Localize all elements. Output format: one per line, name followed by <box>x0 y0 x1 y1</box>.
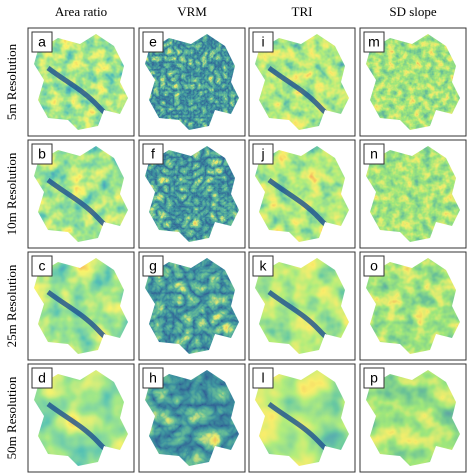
panel-letter: g <box>149 258 157 274</box>
panel-letter: j <box>260 146 264 162</box>
panel-letter: a <box>38 34 46 50</box>
map-panel: k <box>248 251 356 361</box>
letter-box <box>31 31 53 53</box>
map-panel: g <box>138 251 246 361</box>
column-header: VRM <box>177 4 207 19</box>
letter-box <box>363 255 385 277</box>
map-panel: i <box>248 27 356 137</box>
panel-letter: m <box>368 34 380 50</box>
map-panel: l <box>248 363 356 473</box>
map-panel: o <box>359 251 467 361</box>
map-panel: n <box>359 139 467 249</box>
map-panel: c <box>27 251 135 361</box>
panel-letter: i <box>261 34 264 50</box>
map-panel: a <box>27 27 135 137</box>
letter-box <box>31 255 53 277</box>
letter-box <box>142 255 164 277</box>
letter-box <box>142 143 164 165</box>
map-panel: m <box>359 27 467 137</box>
map-panel: d <box>27 363 135 473</box>
row-label: 5m Resolution <box>4 43 19 120</box>
map-panel: j <box>248 139 356 249</box>
letter-box <box>252 143 274 165</box>
column-header: Area ratio <box>55 4 107 19</box>
letter-box <box>363 31 385 53</box>
row-label: 50m Resolution <box>4 376 19 459</box>
row-label: 10m Resolution <box>4 152 19 235</box>
letter-box <box>252 367 274 389</box>
letter-box <box>142 31 164 53</box>
column-header: TRI <box>292 4 313 19</box>
panel-letter: f <box>151 146 155 162</box>
letter-box <box>31 143 53 165</box>
letter-box <box>252 255 274 277</box>
row-label: 25m Resolution <box>4 264 19 347</box>
panel-letter: c <box>39 258 46 274</box>
map-panel: h <box>138 363 246 473</box>
panel-letter: k <box>260 258 268 274</box>
panel-letter: o <box>370 258 378 274</box>
letter-box <box>363 367 385 389</box>
panel-letter: n <box>370 146 378 162</box>
map-panel: f <box>138 139 246 249</box>
letter-box <box>363 143 385 165</box>
panel-letter: p <box>370 370 378 386</box>
letter-box <box>31 367 53 389</box>
map-panel: b <box>27 139 135 249</box>
letter-box <box>252 31 274 53</box>
map-panel: e <box>138 27 246 137</box>
letter-box <box>142 367 164 389</box>
panel-letter: h <box>149 370 157 386</box>
map-panel: p <box>359 363 467 473</box>
panel-letter: b <box>38 146 46 162</box>
column-header: SD slope <box>389 4 437 19</box>
panel-letter: d <box>38 370 46 386</box>
panel-letter: e <box>149 34 157 50</box>
panel-letter: l <box>261 370 264 386</box>
